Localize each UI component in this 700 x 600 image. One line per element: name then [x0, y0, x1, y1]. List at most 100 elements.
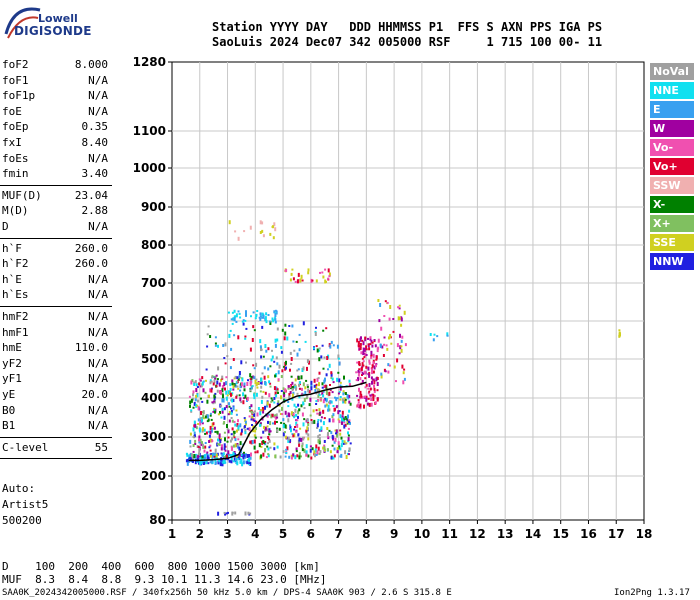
- echo-point: [377, 299, 380, 302]
- echo-point: [316, 423, 319, 428]
- echo-point: [339, 381, 342, 384]
- echo-point: [210, 429, 213, 433]
- echo-point: [219, 461, 222, 466]
- echo-point: [209, 335, 212, 338]
- legend-item-x: X+: [650, 215, 694, 232]
- echo-point: [301, 444, 304, 448]
- echo-point: [264, 441, 267, 446]
- echo-point: [287, 405, 290, 408]
- echo-point: [373, 394, 376, 397]
- echo-point: [255, 420, 258, 424]
- echo-point: [324, 397, 327, 401]
- echo-point: [618, 329, 621, 332]
- echo-point: [224, 342, 227, 347]
- echo-point: [446, 332, 449, 337]
- echo-point: [290, 375, 293, 378]
- echo-point: [318, 428, 321, 432]
- echo-point: [341, 417, 343, 422]
- echo-point: [289, 278, 292, 282]
- echo-point: [358, 387, 360, 392]
- echo-point: [261, 316, 264, 319]
- echo-point: [375, 363, 378, 366]
- x-tick-label: 13: [497, 527, 514, 541]
- echo-point: [260, 454, 263, 459]
- virtual-height-trace: [188, 381, 367, 462]
- echo-point: [229, 387, 232, 391]
- echo-point: [209, 430, 212, 435]
- echo-point: [201, 422, 204, 425]
- echo-point: [283, 394, 286, 398]
- echo-point: [190, 409, 193, 412]
- echo-point: [294, 408, 297, 413]
- echo-point: [360, 336, 362, 340]
- echo-point: [369, 394, 372, 397]
- echo-point: [227, 413, 230, 416]
- echo-point: [332, 456, 335, 460]
- echo-point: [232, 388, 235, 391]
- scaling-separator: [0, 436, 112, 438]
- echo-point: [253, 395, 256, 400]
- echo-point: [301, 387, 303, 391]
- echo-cluster-fourth-hop: [228, 220, 277, 241]
- echo-point: [193, 420, 196, 425]
- echo-point: [273, 396, 276, 400]
- echo-point: [205, 461, 208, 465]
- echo-point: [355, 371, 358, 374]
- echo-point: [252, 364, 255, 367]
- scaling-value: N/A: [88, 310, 108, 323]
- echo-point: [286, 446, 289, 451]
- echo-point: [446, 334, 449, 337]
- echo-point: [317, 446, 320, 451]
- echo-point: [317, 439, 320, 444]
- echo-point: [383, 315, 386, 317]
- echo-point: [264, 380, 266, 385]
- echo-point: [250, 440, 253, 445]
- echo-point: [309, 445, 312, 448]
- echo-point: [340, 443, 343, 448]
- autoscale-line3: 500200: [2, 514, 42, 527]
- echo-point: [360, 393, 363, 398]
- scaling-row-b0: B0 N/A: [2, 404, 108, 418]
- echo-point: [323, 417, 326, 420]
- echo-point: [221, 388, 224, 393]
- echo-point: [329, 450, 332, 454]
- scaling-value: N/A: [88, 73, 108, 87]
- scaling-value: N/A: [88, 89, 108, 103]
- echo-point: [618, 332, 621, 337]
- echo-point: [371, 344, 374, 348]
- echo-point: [271, 355, 274, 359]
- scaling-row-foep: foEp 0.35: [2, 120, 108, 134]
- echo-point: [302, 436, 305, 441]
- echo-point: [273, 222, 276, 227]
- echo-point: [288, 393, 291, 397]
- echo-point: [214, 430, 217, 433]
- echo-point: [249, 373, 252, 378]
- echo-point: [206, 455, 209, 460]
- echo-point: [244, 394, 247, 399]
- echo-point: [315, 444, 318, 449]
- echo-point: [368, 347, 371, 351]
- echo-point: [259, 312, 262, 316]
- echo-point: [224, 449, 227, 452]
- scaling-value: 2.88: [81, 204, 109, 218]
- echo-point: [239, 384, 242, 389]
- echo-point: [238, 446, 241, 451]
- echo-point: [344, 442, 347, 445]
- echo-point: [234, 230, 237, 233]
- echo-point: [237, 438, 240, 441]
- echo-point: [285, 448, 288, 451]
- echo-point: [392, 318, 395, 320]
- echo-point: [196, 393, 199, 398]
- echo-point: [214, 336, 217, 339]
- echo-point: [325, 280, 327, 283]
- echo-point: [192, 436, 195, 438]
- echo-point: [221, 407, 224, 411]
- echo-point: [237, 419, 239, 423]
- echo-point: [263, 375, 266, 380]
- echo-point: [341, 439, 344, 443]
- echo-point: [344, 392, 347, 395]
- echo-point: [228, 410, 231, 415]
- echo-point: [202, 443, 204, 447]
- echo-point: [347, 397, 350, 400]
- echo-point: [250, 315, 252, 318]
